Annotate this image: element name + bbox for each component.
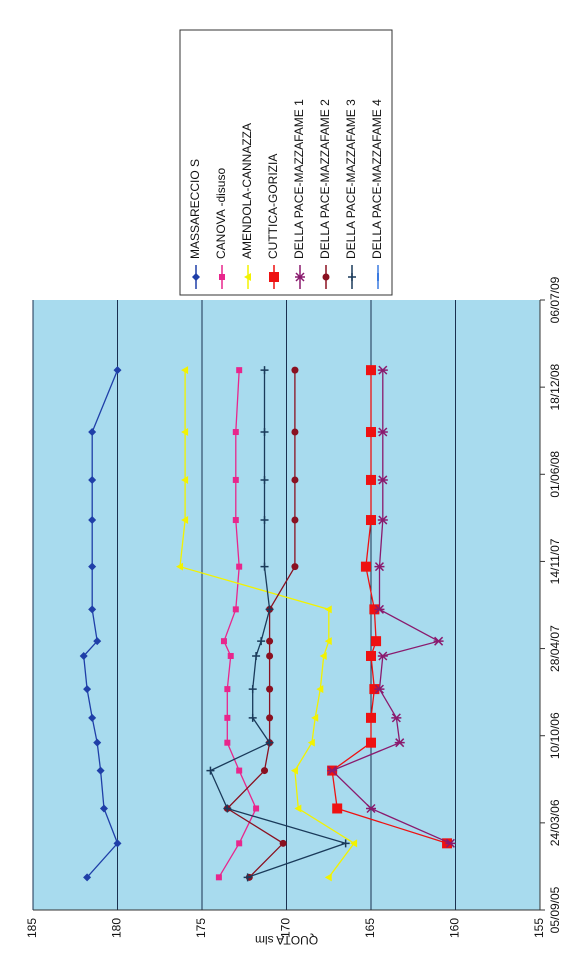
point bbox=[221, 638, 227, 644]
point bbox=[366, 713, 376, 723]
x-tick-label: 28/04/07 bbox=[548, 625, 562, 672]
point bbox=[332, 803, 342, 813]
point bbox=[233, 517, 239, 523]
point bbox=[236, 840, 242, 846]
point bbox=[366, 365, 376, 375]
legend-label: DELLA PACE-MAZZAFAME 1 bbox=[292, 99, 306, 259]
point bbox=[366, 515, 376, 525]
y-tick-label: 160 bbox=[448, 918, 462, 938]
point bbox=[266, 686, 273, 693]
point bbox=[266, 652, 273, 659]
legend-label: DELLA PACE-MAZZAFAME 3 bbox=[344, 99, 358, 259]
point bbox=[236, 564, 242, 570]
legend-label: DELLA PACE-MAZZAFAME 2 bbox=[318, 99, 332, 259]
point bbox=[371, 636, 381, 646]
legend-label: CANOVA -disuso bbox=[214, 168, 228, 259]
point bbox=[291, 517, 298, 524]
point bbox=[224, 686, 230, 692]
y-tick-label: 185 bbox=[25, 918, 39, 938]
point bbox=[224, 715, 230, 721]
point bbox=[236, 367, 242, 373]
point bbox=[216, 874, 222, 880]
x-tick-label: 05/09/05 bbox=[548, 886, 562, 933]
point bbox=[366, 475, 376, 485]
point bbox=[361, 562, 371, 572]
point bbox=[366, 427, 376, 437]
point bbox=[224, 740, 230, 746]
y-tick-label: 180 bbox=[110, 918, 124, 938]
x-tick-label: 01/06/08 bbox=[548, 451, 562, 498]
point bbox=[291, 476, 298, 483]
legend-label: AMENDOLA-CANNAZZA bbox=[240, 123, 254, 259]
point bbox=[366, 738, 376, 748]
point bbox=[280, 840, 287, 847]
point bbox=[253, 805, 259, 811]
point bbox=[233, 606, 239, 612]
point bbox=[266, 714, 273, 721]
point bbox=[219, 274, 225, 280]
point bbox=[236, 768, 242, 774]
y-tick-label: 155 bbox=[532, 918, 546, 938]
point bbox=[291, 563, 298, 570]
point bbox=[366, 651, 376, 661]
point bbox=[233, 429, 239, 435]
point bbox=[291, 367, 298, 374]
point bbox=[261, 767, 268, 774]
chart: 15516016517017518018505/09/0524/03/0610/… bbox=[0, 0, 585, 955]
point bbox=[233, 477, 239, 483]
point bbox=[266, 638, 273, 645]
x-tick-label: 06/07/09 bbox=[548, 276, 562, 323]
legend-label: MASSARECCIO S bbox=[188, 159, 202, 259]
x-tick-label: 24/03/06 bbox=[548, 799, 562, 846]
point bbox=[291, 429, 298, 436]
y-tick-label: 165 bbox=[363, 918, 377, 938]
legend-label: DELLA PACE-MAZZAFAME 4 bbox=[370, 99, 384, 259]
x-tick-label: 14/11/07 bbox=[548, 538, 562, 584]
legend-box bbox=[180, 30, 392, 295]
y-tick-label: 175 bbox=[194, 918, 208, 938]
point bbox=[323, 274, 330, 281]
x-tick-label: 18/12/08 bbox=[548, 363, 562, 410]
legend-label: CUTTICA-GORIZIA bbox=[266, 154, 280, 259]
point bbox=[228, 653, 234, 659]
x-tick-label: 10/10/06 bbox=[548, 712, 562, 759]
point bbox=[269, 272, 279, 282]
y-axis-title: QUOTA slm bbox=[255, 933, 318, 947]
